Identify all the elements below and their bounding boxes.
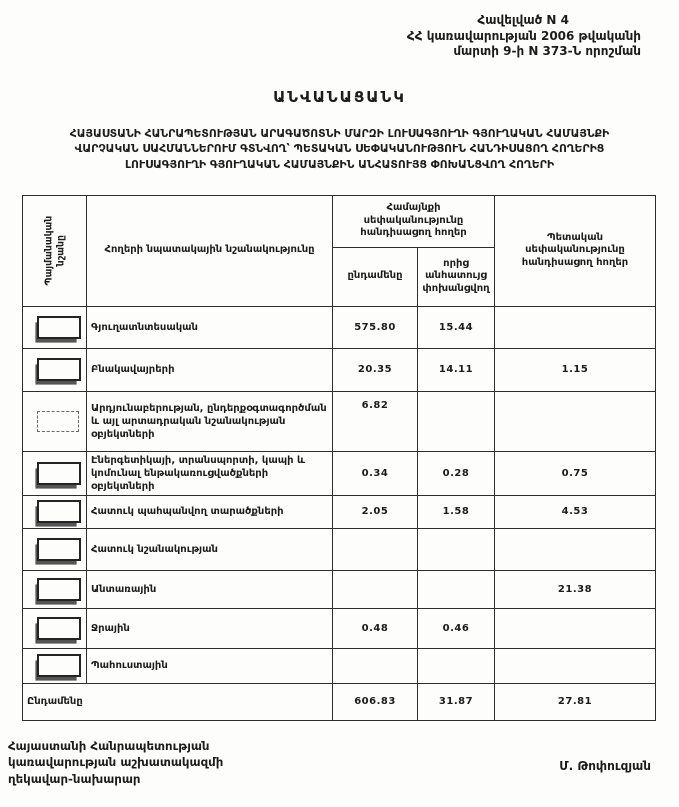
total-label: Ընդամենը [22,682,333,721]
cell-community-ofwhich [417,647,495,684]
table-row: Հատուկ պահպանվող տարածքների 2.05 1.58 4.… [22,494,656,529]
cell-state [494,647,656,684]
signatory-title-line-3: ղեկավար-նախարար [8,771,141,786]
legend-symbol-box [37,500,81,524]
legend-symbol-box [37,537,81,561]
land-category-label: Արդյունաբերության, ընդերքօգտագործման և ա… [86,390,333,452]
land-category-label: Հատուկ նշանակության [86,527,333,571]
land-category-label: Ջրային [86,607,333,649]
table-header-row-2: ընդամենը որից անհատույց փոխանցվող [23,246,656,307]
symbol-cell [22,305,87,349]
cell-community-total: 575.80 [332,305,418,349]
cell-community-total: 0.48 [332,607,418,649]
document-title: ԱՆՎԱՆԱՑԱՆԿ [273,87,406,106]
table-row: Էներգետիկայի, տրանսպորտի, կապի և կոմունա… [22,450,656,496]
land-category-label: Անտառային [86,569,333,609]
cell-community-total: 2.05 [332,494,418,529]
document-subtitle: ՀԱՅԱՍՏԱՆԻ ՀԱՆՐԱՊԵՏՈՒԹՅԱՆ ԱՐԱԳԱԾՈՏՆԻ ՄԱՐԶ… [0,126,679,173]
cell-state [494,607,656,649]
table-row: Հատուկ նշանակության [22,527,656,571]
table-total-row: Ընդամենը 606.83 31.87 27.81 [22,682,656,721]
subtitle-line-2: ՎԱՐՉԱԿԱՆ ՍԱՀՄԱՆՆԵՐՈՒՄ ԳՏՆՎՈՂ՝ ՊԵՏԱԿԱՆ ՍԵ… [74,142,605,156]
legend-symbol-box [37,315,81,339]
cell-community-ofwhich: 1.58 [417,494,495,529]
signature-footer: Հայաստանի Հանրապետության կառավարության ա… [0,738,679,788]
subtitle-line-3: ԼՈՒՍԱԳՅՈՒՂԻ ԳՅՈՒՂԱԿԱՆ ՀԱՄԱՅՆՔԻՆ ԱՆՀԱՏՈՒՅ… [124,158,555,172]
table-header-row-1: Պայմանական նշանը Հողերի նպատակային նշանա… [22,194,656,307]
signatory-name: Մ. Թոփուզյան [559,759,651,774]
land-category-label: Գյուղատնտեսական [86,305,333,349]
symbol-cell [22,527,87,571]
signatory-title-block: Հայաստանի Հանրապետության կառավարության ա… [8,738,223,788]
signatory-title-line-1: Հայաստանի Հանրապետության [8,738,210,753]
table-row: Բնակավայրերի 20.35 14.11 1.15 [22,347,656,392]
cell-community-ofwhich: 15.44 [417,305,495,349]
land-category-label: Էներգետիկայի, տրանսպորտի, կապի և կոմունա… [86,450,333,496]
cell-community-total [332,569,418,609]
symbol-cell [22,390,87,452]
table-row: Ջրային 0.48 0.46 [22,607,656,649]
symbol-cell [22,607,87,649]
symbol-cell [22,494,87,529]
cell-community-ofwhich [417,569,495,609]
legend-symbol-box [37,616,81,640]
cell-state: 0.75 [494,450,656,496]
subtitle-line-1: ՀԱՅԱՍՏԱՆԻ ՀԱՆՐԱՊԵՏՈՒԹՅԱՆ ԱՐԱԳԱԾՈՏՆԻ ՄԱՐԶ… [69,126,610,140]
cell-community-ofwhich: 0.46 [417,607,495,649]
header-community-total: ընդամենը [332,246,418,307]
symbol-cell [22,569,87,609]
legend-symbol-box [37,410,79,432]
symbol-cell [22,450,87,496]
cell-state [494,305,656,349]
symbol-cell [22,647,87,684]
header-symbol-label: Պայմանական նշանը [42,215,66,286]
cell-community-total [332,527,418,571]
cell-community-ofwhich: 0.28 [417,450,495,496]
cell-state: 1.15 [494,347,656,392]
cell-community-ofwhich [417,527,495,571]
total-community-ofwhich: 31.87 [417,682,495,721]
signatory-title-line-2: կառավարության աշխատակազմի [8,755,224,770]
land-category-label: Հատուկ պահպանվող տարածքների [86,494,333,529]
cell-community-ofwhich [417,390,495,452]
legend-symbol-box [37,358,81,382]
annex-line-1: Հավելված N 4 [477,13,569,27]
symbol-cell [22,347,87,392]
total-community: 606.83 [332,682,418,721]
legend-symbol-box [37,461,81,485]
annex-line-2: ՀՀ կառավարության 2006 թվականի [406,28,641,43]
total-state: 27.81 [494,682,656,721]
table-row: Արդյունաբերության, ընդերքօգտագործման և ա… [22,390,656,452]
header-purpose-column: Հողերի նպատակային նշանակությունը [86,194,333,307]
cell-state [494,390,656,452]
cell-state [494,527,656,571]
annex-reference: Հավելված N 4 ՀՀ կառավարության 2006 թվակա… [0,0,679,60]
cell-community-total [332,647,418,684]
land-category-label: Պահուստային [86,647,333,684]
header-symbol-column: Պայմանական նշանը [22,194,87,307]
land-category-label: Բնակավայրերի [86,347,333,392]
table-row: Գյուղատնտեսական 575.80 15.44 [22,305,656,349]
legend-symbol-box [37,577,81,601]
header-state-column: Պետական սեփականությունը հանդիսացող հողեր [494,194,656,307]
cell-state: 21.38 [494,569,656,609]
cell-community-total: 0.34 [332,450,418,496]
table-row: Պահուստային [22,647,656,684]
header-community-group: Համայնքի սեփականությունը հանդիսացող հողե… [332,194,495,248]
cell-state: 4.53 [494,494,656,529]
header-community-ofwhich: որից անհատույց փոխանցվող [417,246,495,307]
land-transfer-table: Պայմանական նշանը Հողերի նպատակային նշանա… [22,194,656,721]
legend-symbol-box [37,654,81,678]
annex-line-3: մարտի 9-ի N 373-Ն որոշման [453,44,641,59]
cell-community-total: 6.82 [332,390,418,452]
table-row: Անտառային 21.38 [22,569,656,609]
cell-community-total: 20.35 [332,347,418,392]
cell-community-ofwhich: 14.11 [417,347,495,392]
